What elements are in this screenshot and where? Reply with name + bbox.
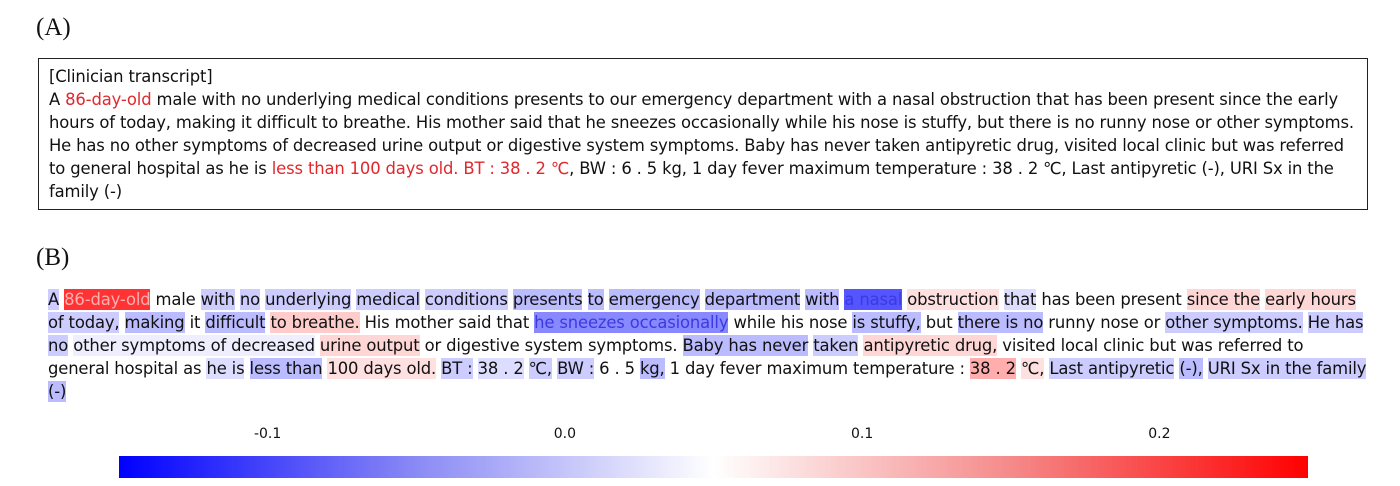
attribution-token: early hours: [1265, 289, 1356, 310]
attribution-token: A: [48, 289, 60, 310]
attribution-token: runny nose or: [1048, 313, 1161, 332]
transcript-body: A 86-day-old male with no underlying med…: [49, 88, 1357, 203]
attribution-token: is stuffy,: [852, 312, 921, 333]
attribution-token: while his nose: [733, 313, 848, 332]
attribution-token: or digestive system symptoms.: [424, 336, 678, 355]
transcript-text: male with no underlying medical conditio…: [49, 90, 1354, 178]
attribution-token: to: [587, 289, 604, 310]
attribution-token: with: [200, 289, 235, 310]
attribution-token: medical: [356, 289, 420, 310]
attribution-token: 86-day-old: [64, 289, 151, 310]
attribution-token: emergency: [608, 289, 700, 310]
attribution-token: a nasal: [844, 289, 903, 310]
attribution-token: he sneezes occasionally: [534, 312, 729, 333]
attribution-token: URI Sx in the family: [1207, 358, 1367, 379]
attribution-token: (-),: [1179, 358, 1203, 379]
attribution-token: difficult: [205, 312, 266, 333]
attribution-token: he is: [206, 358, 245, 379]
attribution-token: conditions: [424, 289, 508, 310]
attribution-token: Last antipyretic: [1049, 358, 1175, 379]
attribution-token: 38 . 2: [477, 358, 524, 379]
attribution-token: obstruction: [907, 289, 999, 310]
attribution-token: visited: [1002, 336, 1056, 355]
highlighted-phrase: less than 100 days old. BT : 38 . 2 ℃: [271, 159, 570, 178]
attribution-token: 1 day fever maximum temperature :: [669, 359, 965, 378]
attribution-token: ℃,: [528, 358, 552, 379]
clinician-transcript-box: [Clinician transcript] A 86-day-old male…: [38, 58, 1368, 210]
attribution-token: antipyretic drug,: [863, 335, 998, 356]
attribution-token: of today,: [48, 312, 120, 333]
attribution-token: that: [1003, 289, 1037, 310]
colorbar-tick-label: -0.1: [253, 426, 282, 442]
attribution-token: no: [239, 289, 261, 310]
attribution-token: making: [124, 312, 185, 333]
attribution-token: but: [925, 313, 953, 332]
transcript-header: [Clinician transcript]: [49, 67, 213, 86]
attribution-token: ℃,: [1020, 358, 1045, 379]
attribution-token: (-): [48, 381, 67, 402]
attribution-token: underlying: [265, 289, 352, 310]
highlighted-phrase: 86-day-old: [65, 90, 152, 109]
attribution-token: male: [155, 290, 196, 309]
attribution-token: presents: [512, 289, 583, 310]
attribution-token: with: [805, 289, 840, 310]
attribution-token: 38 . 2: [969, 358, 1016, 379]
attribution-token: BT :: [441, 358, 473, 379]
attribution-heatmap-text: A 86-day-old male with no underlying med…: [48, 288, 1368, 403]
attribution-token: there is no: [957, 312, 1044, 333]
attribution-token: urine output: [319, 335, 420, 356]
attribution-token: less than: [249, 358, 323, 379]
transcript-text: A: [49, 90, 66, 109]
transcript-text: , BW : 6 . 5 kg, 1 day fever maximum tem…: [49, 159, 1334, 201]
attribution-token: 6 . 5: [599, 359, 635, 378]
attribution-token: since the: [1186, 289, 1261, 310]
attribution-token: His mother: [364, 313, 454, 332]
attribution-token: said that: [458, 313, 530, 332]
panel-a-label: (A): [36, 14, 71, 41]
attribution-token: department: [704, 289, 801, 310]
colorbar-tick-label: 0.0: [553, 426, 577, 442]
attribution-token: other symptoms of decreased: [73, 335, 315, 356]
colorbar-tick-label: 0.2: [1148, 426, 1171, 442]
panel-b-label: (B): [36, 244, 70, 271]
attribution-token: local clinic but was referred to general…: [48, 336, 1304, 378]
attribution-token: to breathe.: [270, 312, 360, 333]
attribution-token: other symptoms.: [1165, 312, 1303, 333]
attribution-token: taken: [813, 335, 859, 356]
attribution-token: Baby has never: [682, 335, 809, 356]
colorbar-tick-label: 0.1: [850, 426, 874, 442]
attribution-token: kg,: [639, 358, 665, 379]
attribution-token: it: [189, 313, 201, 332]
attribution-token: has been present: [1041, 290, 1182, 309]
attribution-token: 100 days old.: [327, 358, 437, 379]
attribution-token: BW :: [557, 358, 595, 379]
colorbar: [119, 456, 1308, 478]
